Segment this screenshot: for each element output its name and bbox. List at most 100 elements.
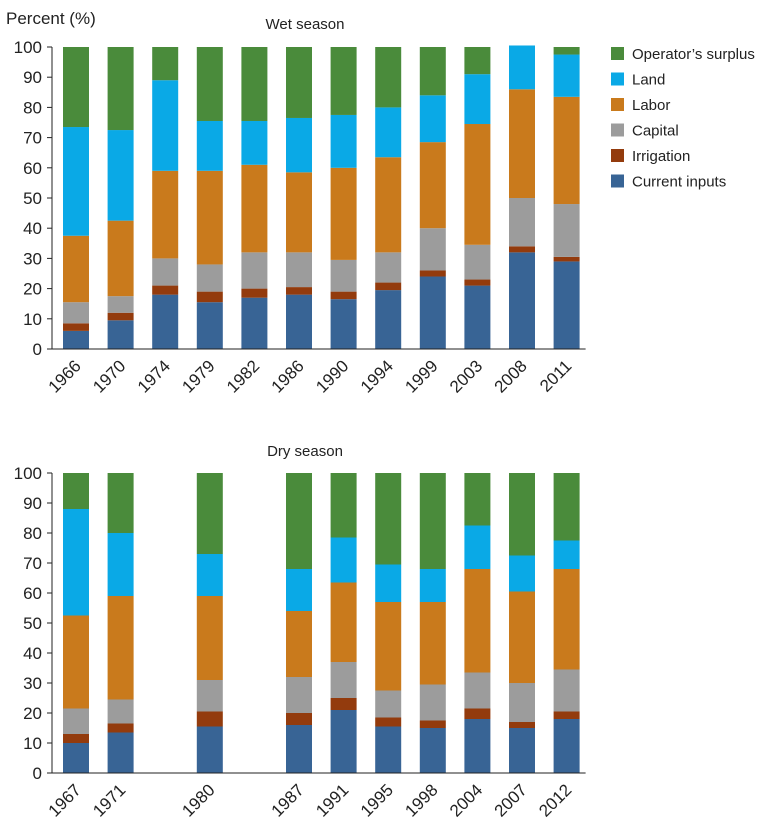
- y-tick-label: 100: [14, 464, 42, 483]
- bar-segment-irrigation-1974: [152, 285, 179, 295]
- bar-segment-capital-1986: [286, 252, 312, 288]
- y-tick-label: 30: [23, 674, 42, 693]
- bar-segment-operator-s-surplus-1995: [375, 473, 402, 565]
- y-tick-label: 0: [33, 340, 42, 359]
- x-tick-label: 2008: [491, 356, 531, 396]
- bar-segment-current-inputs-1971: [107, 732, 134, 773]
- bar-segment-labor-1990: [330, 167, 357, 260]
- bar-segment-irrigation-1979: [196, 291, 223, 303]
- y-tick-label: 100: [14, 38, 42, 57]
- bar-segment-current-inputs-1979: [196, 302, 223, 349]
- y-tick-label: 60: [23, 159, 42, 178]
- bar-segment-labor-2011: [553, 96, 580, 205]
- bar-segment-land-1974: [152, 80, 179, 171]
- y-tick-label: 30: [23, 249, 42, 268]
- bar-segment-labor-1974: [152, 170, 179, 259]
- x-tick-label: 1966: [45, 356, 85, 396]
- x-tick-label: 1982: [223, 356, 263, 396]
- legend-label-irrigation: Irrigation: [632, 148, 690, 165]
- bar-segment-land-1990: [330, 114, 357, 168]
- bar-segment-current-inputs-1982: [241, 297, 268, 349]
- legend-swatch-labor: [611, 98, 624, 111]
- bar-segment-land-2007: [509, 555, 535, 592]
- bar-segment-current-inputs-1966: [63, 330, 89, 349]
- bar-segment-labor-2007: [509, 591, 535, 683]
- bar-segment-irrigation-1966: [63, 323, 89, 331]
- bar-segment-capital-2012: [553, 669, 580, 712]
- y-tick-label: 70: [23, 554, 42, 573]
- bar-segment-land-1967: [63, 509, 89, 616]
- bar-segment-land-1998: [419, 569, 446, 602]
- bar-segment-capital-1971: [107, 699, 134, 724]
- y-tick-label: 40: [23, 219, 42, 238]
- bar-segment-capital-2003: [464, 244, 491, 280]
- bar-segment-irrigation-1998: [419, 720, 446, 728]
- bar-segment-labor-1987: [286, 611, 312, 677]
- bar-segment-current-inputs-1974: [152, 294, 179, 349]
- y-tick-label: 50: [23, 189, 42, 208]
- bar-segment-capital-1995: [375, 690, 402, 718]
- bar-segment-labor-2003: [464, 124, 491, 245]
- bar-segment-capital-1979: [196, 264, 223, 292]
- bar-segment-capital-1994: [375, 252, 402, 283]
- bar-segment-irrigation-1982: [241, 288, 268, 298]
- bar-segment-labor-1998: [419, 602, 446, 685]
- bar-segment-current-inputs-1998: [419, 728, 446, 773]
- bar-segment-irrigation-2003: [464, 279, 491, 286]
- legend-swatch-capital: [611, 123, 624, 137]
- bar-segment-current-inputs-1991: [330, 710, 357, 773]
- bar-segment-irrigation-2004: [464, 708, 491, 719]
- bar-segment-irrigation-2011: [553, 256, 580, 262]
- bar-segment-operator-s-surplus-2011: [553, 47, 580, 55]
- y-tick-label: 10: [23, 734, 42, 753]
- bar-segment-current-inputs-1995: [375, 726, 402, 773]
- bar-segment-operator-s-surplus-1979: [196, 47, 223, 121]
- bar-segment-labor-1980: [196, 596, 223, 680]
- bar-segment-labor-2012: [553, 569, 580, 670]
- legend-label-labor: Labor: [632, 97, 670, 114]
- x-tick-label: 1991: [312, 780, 352, 820]
- bar-segment-irrigation-1990: [330, 291, 357, 300]
- x-tick-label: 1979: [178, 356, 218, 396]
- x-tick-label: 2003: [446, 356, 486, 396]
- bar-segment-labor-1999: [419, 142, 446, 229]
- x-tick-label: 2011: [536, 356, 575, 395]
- bar-segment-irrigation-1967: [63, 734, 89, 743]
- bar-segment-operator-s-surplus-1971: [107, 473, 134, 533]
- bar-segment-irrigation-2012: [553, 711, 580, 719]
- x-tick-label: 1974: [134, 356, 174, 396]
- bar-segment-current-inputs-2012: [553, 719, 580, 773]
- bar-segment-operator-s-surplus-1987: [286, 473, 312, 569]
- bar-segment-capital-1982: [241, 252, 268, 289]
- bar-segment-capital-2011: [553, 204, 580, 257]
- x-tick-label: 1995: [357, 780, 397, 820]
- bar-segment-labor-1991: [330, 582, 357, 662]
- legend: Operator’s surplus Land Labor Capital Irriga…: [611, 46, 755, 191]
- bar-segment-irrigation-2007: [509, 722, 535, 728]
- bar-segment-land-1987: [286, 569, 312, 611]
- bar-segment-capital-1980: [196, 680, 223, 712]
- bar-segment-current-inputs-2011: [553, 261, 580, 349]
- bar-segment-current-inputs-1994: [375, 290, 402, 349]
- bar-segment-labor-1966: [63, 235, 89, 303]
- bar-segment-capital-1974: [152, 258, 179, 286]
- bar-segment-irrigation-1994: [375, 282, 402, 291]
- legend-swatch-operator-s-surplus: [611, 47, 624, 60]
- bar-segment-land-2008: [509, 45, 535, 90]
- bar-segment-current-inputs-1999: [419, 276, 446, 349]
- y-tick-label: 40: [23, 644, 42, 663]
- bar-segment-operator-s-surplus-1970: [107, 47, 134, 131]
- bar-segment-operator-s-surplus-1986: [286, 47, 312, 118]
- legend-label-land: Land: [632, 72, 665, 89]
- bar-segment-current-inputs-2008: [509, 252, 535, 349]
- y-tick-label: 0: [33, 764, 42, 783]
- bar-segment-operator-s-surplus-2007: [509, 473, 535, 556]
- bar-segment-operator-s-surplus-2003: [464, 47, 491, 75]
- legend-label-capital: Capital: [632, 123, 679, 140]
- bar-segment-operator-s-surplus-2012: [553, 473, 580, 541]
- bar-segment-operator-s-surplus-1999: [419, 47, 446, 96]
- bar-segment-capital-1970: [107, 296, 134, 313]
- bar-segment-irrigation-1991: [330, 698, 357, 710]
- x-tick-label: 1999: [401, 356, 441, 396]
